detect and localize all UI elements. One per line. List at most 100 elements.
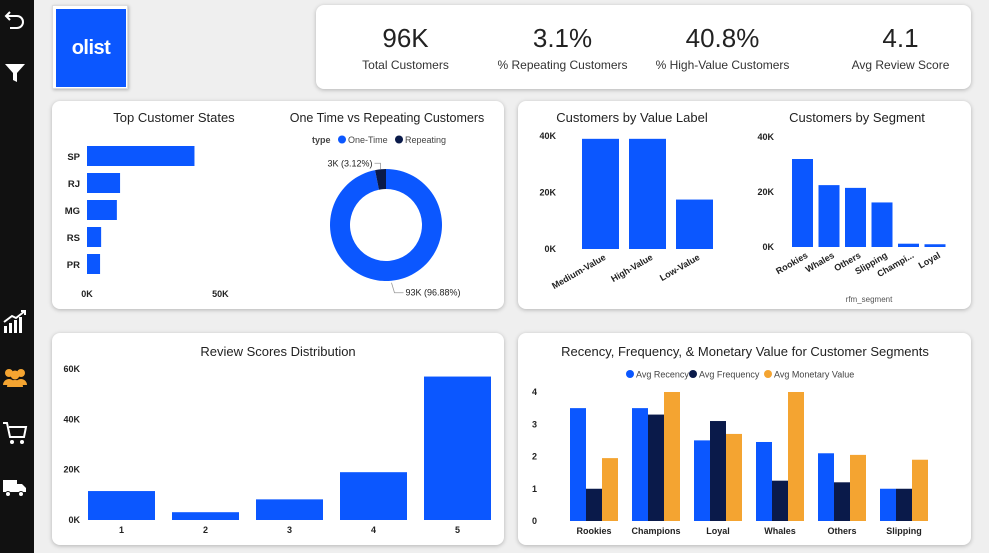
customers-icon[interactable]	[0, 362, 30, 392]
bar	[648, 414, 664, 521]
kpi-value: 96K	[382, 23, 429, 53]
bar	[818, 185, 840, 247]
chart-title: Top Customer States	[113, 110, 235, 125]
y-tick-label: 0	[532, 516, 537, 526]
bar	[586, 488, 602, 521]
legend-marker	[395, 135, 403, 144]
y-tick-label: 20K	[63, 465, 80, 475]
reviews-card: Review Scores Distribution 0K 20K 40K 60K 1 2…	[52, 333, 504, 545]
bar	[726, 433, 742, 521]
legend-marker	[626, 370, 634, 378]
kpi-value: 3.1%	[532, 23, 593, 53]
x-axis-title: rfm_segment	[846, 295, 893, 304]
kpi-avg-review-score: 4.1 Avg Review Score	[819, 5, 971, 89]
kpi-label: Avg Review Score	[851, 58, 950, 72]
kpi-value: 40.8%	[685, 23, 760, 53]
kpi-total-customers: 96K Total Customers	[324, 5, 487, 89]
y-tick-label: 0K	[68, 515, 80, 525]
category-label: RS	[67, 233, 80, 244]
chart-title: Customers by Segment	[789, 110, 925, 125]
delivery-truck-icon[interactable]	[0, 472, 30, 502]
chart-title: Recency, Frequency, & Monetary Value for…	[561, 344, 929, 359]
bar	[871, 202, 893, 247]
legend-marker	[338, 135, 346, 144]
bar	[664, 392, 680, 521]
filter-icon[interactable]	[0, 58, 30, 88]
x-tick-label: Rookies	[774, 250, 809, 276]
bar	[602, 458, 618, 521]
undo-icon[interactable]	[0, 4, 30, 34]
data-label: 93K (96.88%)	[405, 288, 460, 298]
kpi-repeating-customers: 3.1% % Repeating Customers	[481, 5, 644, 89]
x-tick-label: 1	[119, 525, 124, 535]
value-segment-card: Customers by Value Label 0K 20K 40K Medium-…	[518, 101, 971, 309]
legend-label: Avg Monetary Value	[774, 370, 854, 380]
states-and-type-card: Top Customer States SP RJ MG RS PR 0K 50K One …	[52, 101, 504, 309]
y-tick-label: 1	[532, 484, 537, 494]
y-tick-label: 40K	[63, 414, 80, 424]
x-tick-label: 3	[287, 525, 292, 535]
x-tick-label: 50K	[212, 289, 229, 299]
cart-icon[interactable]	[0, 418, 30, 448]
bar	[676, 199, 713, 249]
x-tick-label: 2	[203, 525, 208, 535]
category-label: PR	[67, 260, 80, 271]
kpi-label: Total Customers	[362, 58, 449, 72]
kpi-card: 96K Total Customers 3.1% % Repeating Cus…	[316, 5, 971, 89]
trend-chart-icon[interactable]	[0, 306, 30, 336]
legend-title: type	[312, 135, 331, 145]
bar	[756, 441, 772, 521]
kpi-high-value-customers: 40.8% % High-Value Customers	[641, 5, 804, 89]
legend-label: One-Time	[348, 135, 388, 145]
logo-text: olist	[71, 36, 111, 59]
rfm-chart: Recency, Frequency, & Monetary Value for…	[532, 344, 929, 536]
bar	[772, 480, 788, 521]
chart-title: Customers by Value Label	[556, 110, 708, 125]
bar	[880, 488, 896, 521]
category-label: MG	[65, 206, 80, 217]
kpi-label: % Repeating Customers	[497, 58, 628, 72]
category-label: RJ	[68, 179, 80, 190]
chart-title: Review Scores Distribution	[200, 344, 355, 359]
x-tick-label: Rookies	[576, 526, 611, 536]
bar	[912, 459, 928, 521]
bar	[788, 392, 804, 521]
donut-slice	[330, 169, 443, 281]
bar	[87, 254, 101, 274]
leader-line	[374, 162, 381, 170]
bar	[87, 173, 121, 193]
bar	[792, 159, 813, 247]
x-tick-label: Loyal	[917, 250, 942, 270]
donut-slice	[375, 169, 386, 190]
y-tick-label: 4	[532, 387, 537, 397]
y-tick-label: 0K	[544, 244, 556, 254]
bar	[87, 200, 117, 220]
chart-title: One Time vs Repeating Customers	[290, 111, 485, 125]
bar	[88, 491, 155, 520]
x-tick-label: Slipping	[886, 526, 922, 536]
y-tick-label: 2	[532, 452, 537, 462]
bar	[340, 472, 407, 520]
x-tick-label: 4	[371, 525, 376, 535]
bar	[172, 512, 239, 520]
legend-label: Avg Recency	[636, 370, 689, 380]
leader-line	[391, 282, 404, 294]
y-tick-label: 0K	[762, 242, 774, 252]
legend-marker	[764, 370, 772, 378]
bar	[834, 482, 850, 521]
category-label: SP	[67, 152, 80, 163]
legend-marker	[689, 370, 697, 378]
bar	[570, 408, 586, 521]
bar	[582, 138, 619, 249]
y-tick-label: 20K	[757, 187, 774, 197]
bar	[845, 187, 866, 247]
y-tick-label: 60K	[63, 364, 80, 374]
states-chart: Top Customer States SP RJ MG RS PR 0K 50K	[65, 110, 236, 299]
x-tick-label: Whales	[804, 250, 836, 274]
bar	[629, 138, 666, 249]
y-tick-label: 20K	[539, 188, 556, 198]
x-tick-label: Others	[827, 526, 856, 536]
bar	[87, 227, 102, 247]
segment-chart: Customers by Segment 0K 20K 40K RookiesWhal…	[757, 110, 946, 304]
y-tick-label: 40K	[757, 132, 774, 142]
